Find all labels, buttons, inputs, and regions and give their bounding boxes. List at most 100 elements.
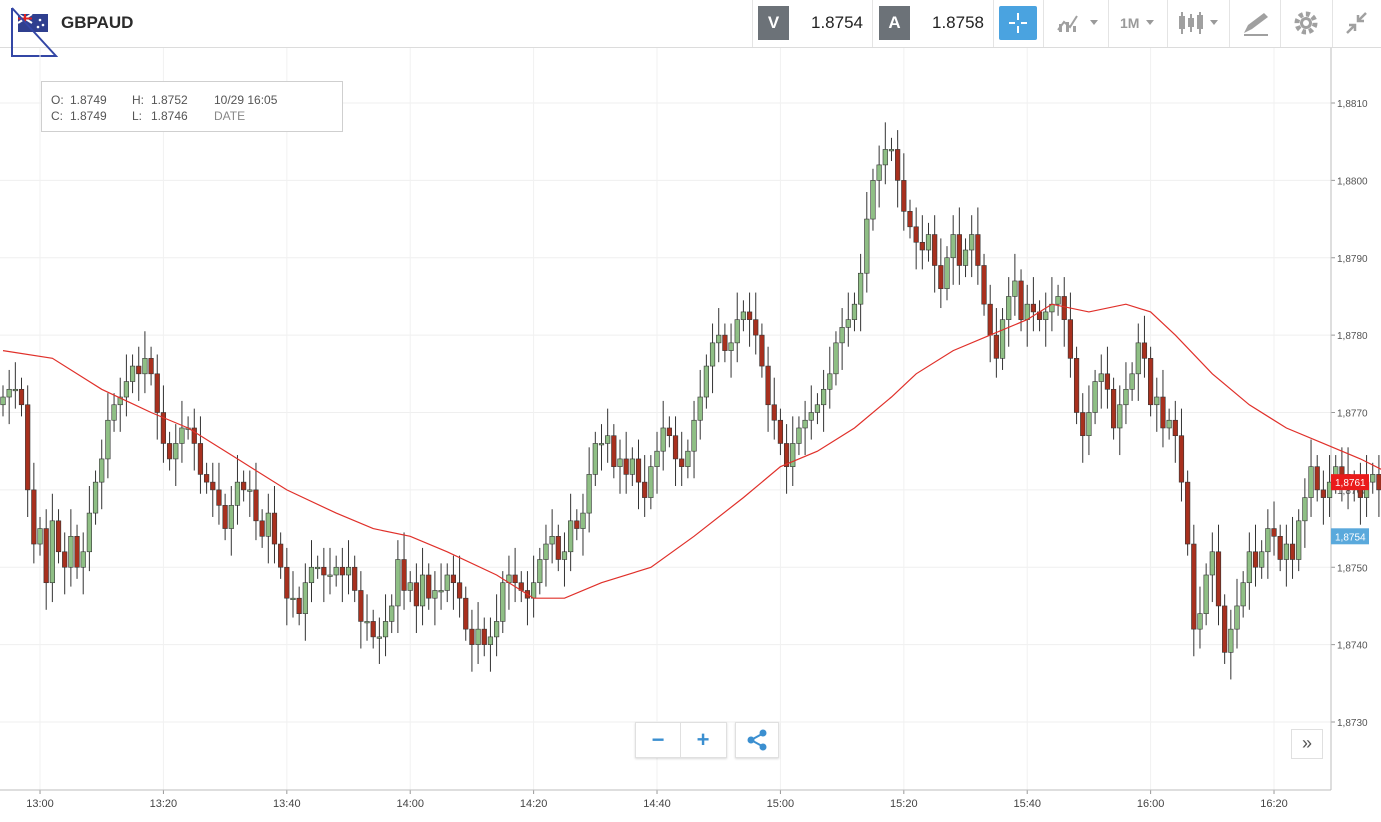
timeframe-label: 1M	[1120, 15, 1140, 31]
candle-up	[648, 466, 654, 498]
candle-up	[814, 404, 821, 413]
candle-up	[660, 427, 666, 452]
drawing-tools-button[interactable]	[1236, 0, 1276, 47]
ask-price-tag	[1331, 528, 1369, 545]
sell-label[interactable]: V	[758, 6, 789, 40]
zoom-in-button[interactable]: +	[696, 727, 710, 752]
timeframe-dropdown[interactable]: 1M	[1110, 0, 1166, 47]
candle-up	[925, 234, 932, 251]
candle-down	[216, 489, 222, 506]
y-tick-label: 1,8790	[1337, 254, 1368, 265]
candle-down	[722, 334, 728, 351]
zoom-controls: − +	[635, 722, 727, 758]
candle-up	[1228, 628, 1234, 653]
y-tick-label: 1,8770	[1337, 409, 1368, 420]
y-tick-label: 1,8810	[1337, 99, 1368, 110]
candle-down	[55, 520, 62, 553]
divider	[872, 0, 873, 47]
date-label: DATE	[214, 109, 246, 123]
candle-down	[783, 443, 790, 467]
candle-up	[821, 388, 827, 406]
candle-up	[709, 342, 716, 367]
candle-up	[345, 566, 352, 576]
candle-down	[166, 443, 173, 460]
candle-down	[759, 334, 765, 367]
collapse-icon	[1346, 12, 1367, 34]
instrument-symbol: GBPAUD	[61, 13, 134, 32]
crosshair-button[interactable]	[999, 6, 1037, 40]
scroll-to-latest-button[interactable]: »	[1291, 729, 1323, 759]
candle-up	[315, 566, 321, 570]
candle-up	[1265, 528, 1271, 553]
candle-up	[1092, 381, 1098, 413]
candle-up	[568, 520, 574, 553]
pencil-icon	[1244, 13, 1268, 36]
corner-triangle-icon	[11, 7, 58, 57]
candle-up	[703, 365, 709, 398]
buy-price[interactable]: 1.8758	[932, 13, 984, 32]
x-tick-label: 14:20	[520, 798, 548, 810]
candle-up	[493, 621, 500, 638]
chart-canvas[interactable]: 1,8730 1,8740 1,8750 1,8760 1,8770 1,8780 1,87…	[0, 48, 1381, 822]
sell-price[interactable]: 1.8754	[811, 13, 863, 32]
candle-down	[1104, 373, 1111, 390]
candle-up	[882, 149, 888, 166]
candle-up	[1246, 551, 1252, 584]
open-label: O:	[51, 93, 64, 107]
candle-down	[1172, 419, 1178, 437]
candle-up	[1370, 474, 1376, 483]
x-tick-label: 16:00	[1137, 798, 1165, 810]
candle-down	[987, 303, 993, 336]
candle-up	[1024, 303, 1030, 320]
buy-label[interactable]: A	[879, 6, 910, 40]
candle-down	[1185, 481, 1191, 545]
candle-down	[197, 443, 204, 475]
candle-up	[382, 621, 389, 638]
chart-type-button[interactable]	[1170, 0, 1228, 47]
candle-up	[1098, 373, 1104, 382]
candle-down	[296, 597, 302, 614]
candle-down	[271, 512, 278, 545]
candle-up	[697, 396, 703, 421]
candle-down	[1067, 319, 1074, 359]
candle-up	[1117, 404, 1123, 429]
candle-up	[969, 234, 975, 251]
candle-up	[808, 412, 814, 421]
candle-down	[401, 559, 407, 591]
y-tick-label: 1,8740	[1337, 641, 1368, 652]
candle-down	[932, 234, 938, 266]
zoom-out-button[interactable]: −	[636, 723, 681, 757]
ohlc-info-box: O: 1.8749 H: 1.8752 10/29 16:05 C: 1.874…	[41, 81, 343, 132]
candle-up	[234, 481, 241, 506]
price-chart[interactable]: 1,8730 1,8740 1,8750 1,8760 1,8770 1,8780 1,87…	[0, 48, 1381, 822]
candle-up	[561, 551, 568, 560]
candle-up	[728, 342, 734, 351]
date-value: 10/29 16:05	[214, 93, 278, 107]
candle-down	[777, 419, 784, 444]
candles-icon	[1179, 12, 1203, 34]
candle-up	[407, 582, 413, 591]
candle-up	[327, 574, 333, 577]
candle-up	[111, 404, 117, 421]
candle-up	[876, 164, 882, 181]
candle-up	[1296, 520, 1302, 560]
candle-up	[1135, 342, 1141, 375]
candle-up	[845, 319, 851, 328]
share-button[interactable]	[735, 722, 779, 758]
candle-up	[438, 590, 444, 593]
candle-down	[426, 574, 432, 599]
candle-up	[6, 388, 12, 398]
candle-down	[25, 404, 31, 491]
current-price-label: 1,8761	[1335, 478, 1366, 489]
candle-up	[173, 443, 179, 460]
collapse-button[interactable]	[1338, 0, 1376, 47]
candle-up	[37, 528, 43, 545]
indicators-button[interactable]	[1050, 0, 1106, 47]
candle-up	[86, 512, 92, 553]
candle-down	[154, 373, 160, 413]
candle-down	[253, 489, 259, 522]
divider	[1280, 0, 1281, 47]
y-tick-label: 1,8780	[1337, 331, 1368, 342]
candle-up	[92, 481, 99, 514]
settings-button[interactable]	[1288, 0, 1326, 47]
